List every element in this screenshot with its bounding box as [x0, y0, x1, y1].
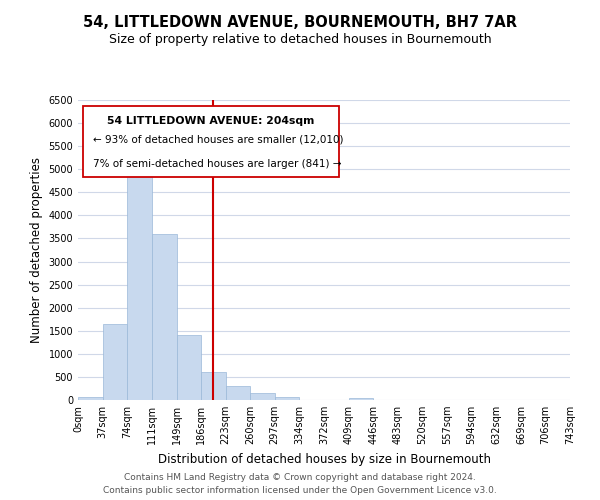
FancyBboxPatch shape [83, 106, 339, 176]
Bar [250, 393, 275, 400]
Bar [226, 386, 250, 400]
Bar [127, 166, 152, 400]
Bar [349, 398, 373, 400]
Bar [275, 397, 299, 400]
Bar [152, 234, 176, 400]
X-axis label: Distribution of detached houses by size in Bournemouth: Distribution of detached houses by size … [157, 452, 491, 466]
Text: 54, LITTLEDOWN AVENUE, BOURNEMOUTH, BH7 7AR: 54, LITTLEDOWN AVENUE, BOURNEMOUTH, BH7 … [83, 15, 517, 30]
Text: ← 93% of detached houses are smaller (12,010): ← 93% of detached houses are smaller (12… [93, 135, 343, 145]
Bar [176, 336, 201, 400]
Bar [103, 324, 127, 400]
Text: 7% of semi-detached houses are larger (841) →: 7% of semi-detached houses are larger (8… [93, 159, 341, 169]
Bar [78, 398, 103, 400]
Text: Contains HM Land Registry data © Crown copyright and database right 2024.
Contai: Contains HM Land Registry data © Crown c… [103, 473, 497, 495]
Bar [201, 372, 226, 400]
Text: Size of property relative to detached houses in Bournemouth: Size of property relative to detached ho… [109, 32, 491, 46]
Text: 54 LITTLEDOWN AVENUE: 204sqm: 54 LITTLEDOWN AVENUE: 204sqm [107, 116, 314, 126]
Y-axis label: Number of detached properties: Number of detached properties [30, 157, 43, 343]
